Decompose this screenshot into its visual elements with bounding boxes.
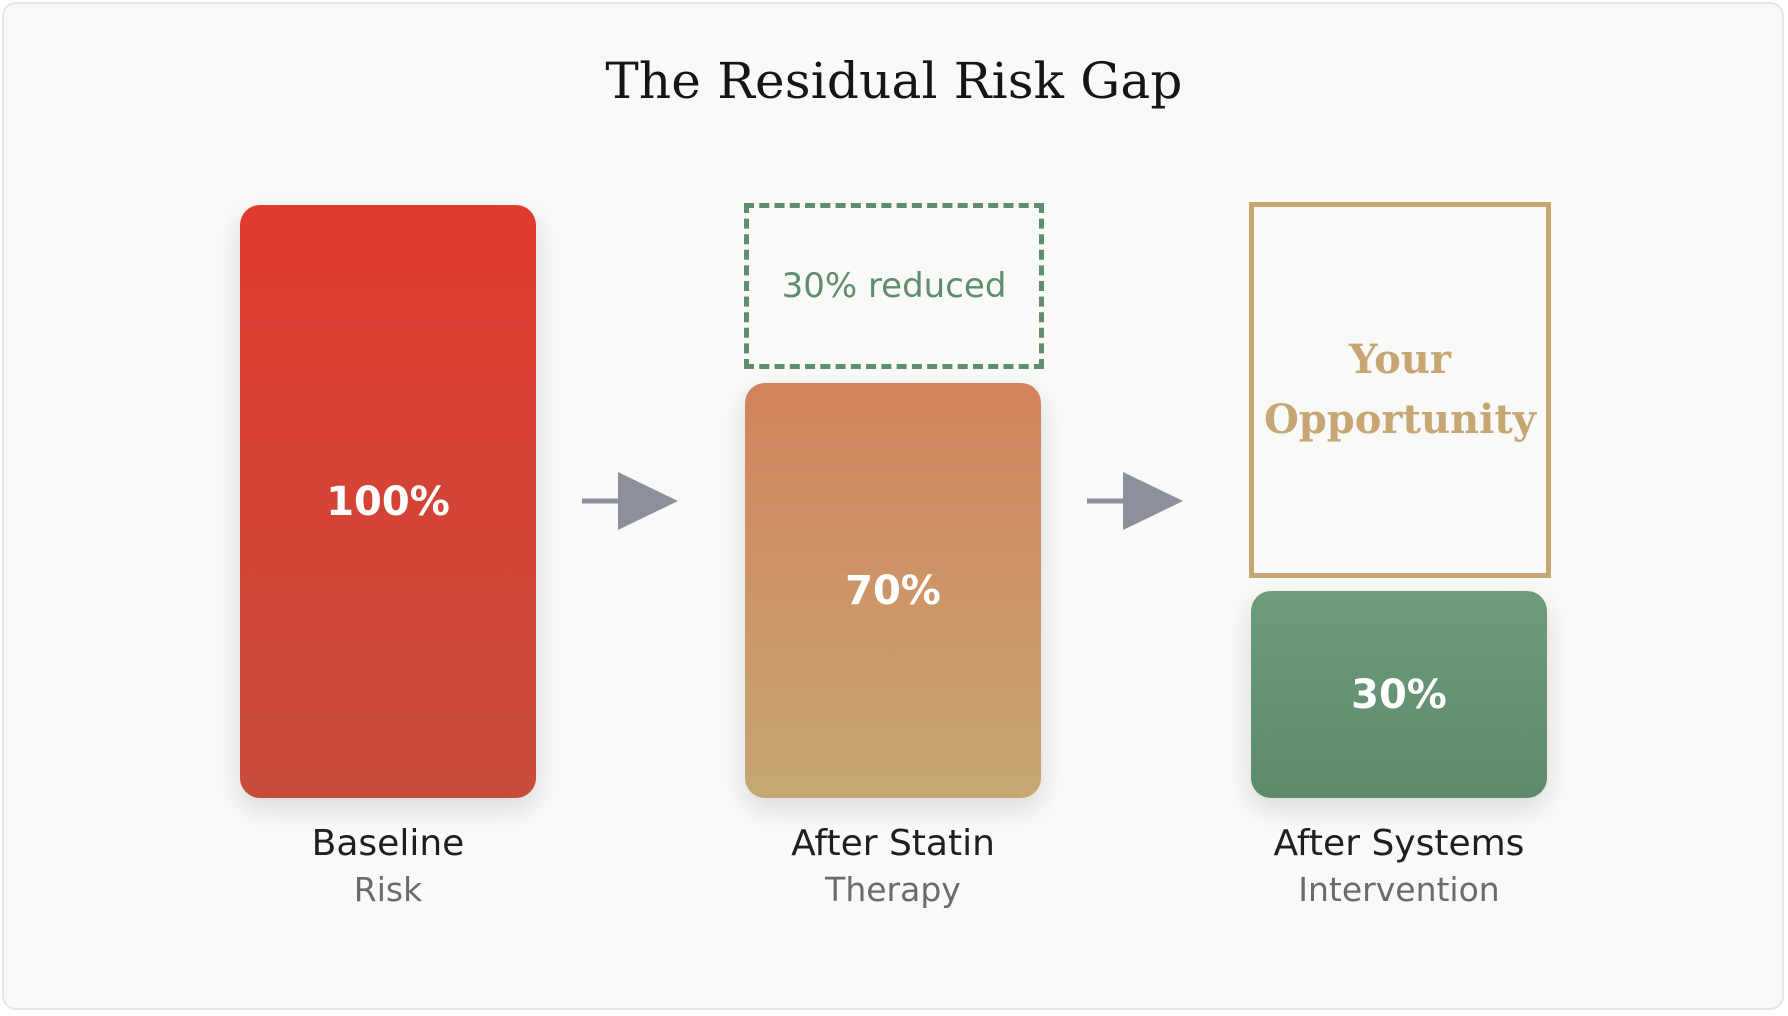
baseline-value: 100% bbox=[326, 478, 450, 525]
arrow-right-icon bbox=[1087, 472, 1183, 530]
reduced-region: 30% reduced bbox=[744, 203, 1044, 369]
reduced-note: 30% reduced bbox=[781, 266, 1007, 306]
baseline-risk-bar: 100% bbox=[240, 205, 536, 798]
baseline-sublabel: Risk bbox=[353, 870, 423, 909]
statin-label: After Statin bbox=[791, 823, 995, 864]
systems-sublabel: Intervention bbox=[1298, 870, 1500, 909]
statin-therapy-bar: 70% bbox=[745, 383, 1041, 798]
opportunity-region: Your Opportunity bbox=[1249, 202, 1551, 578]
systems-value: 30% bbox=[1351, 671, 1447, 718]
baseline-label: Baseline bbox=[311, 823, 465, 864]
diagram-title: The Residual Risk Gap bbox=[605, 52, 1183, 110]
systems-intervention-bar: 30% bbox=[1251, 591, 1547, 798]
opportunity-line-1: Your bbox=[1349, 336, 1451, 383]
opportunity-line-2: Opportunity bbox=[1263, 396, 1537, 443]
systems-label: After Systems bbox=[1273, 823, 1525, 864]
statin-value: 70% bbox=[845, 567, 941, 614]
statin-sublabel: Therapy bbox=[825, 870, 961, 909]
arrow-right-icon bbox=[582, 472, 678, 530]
